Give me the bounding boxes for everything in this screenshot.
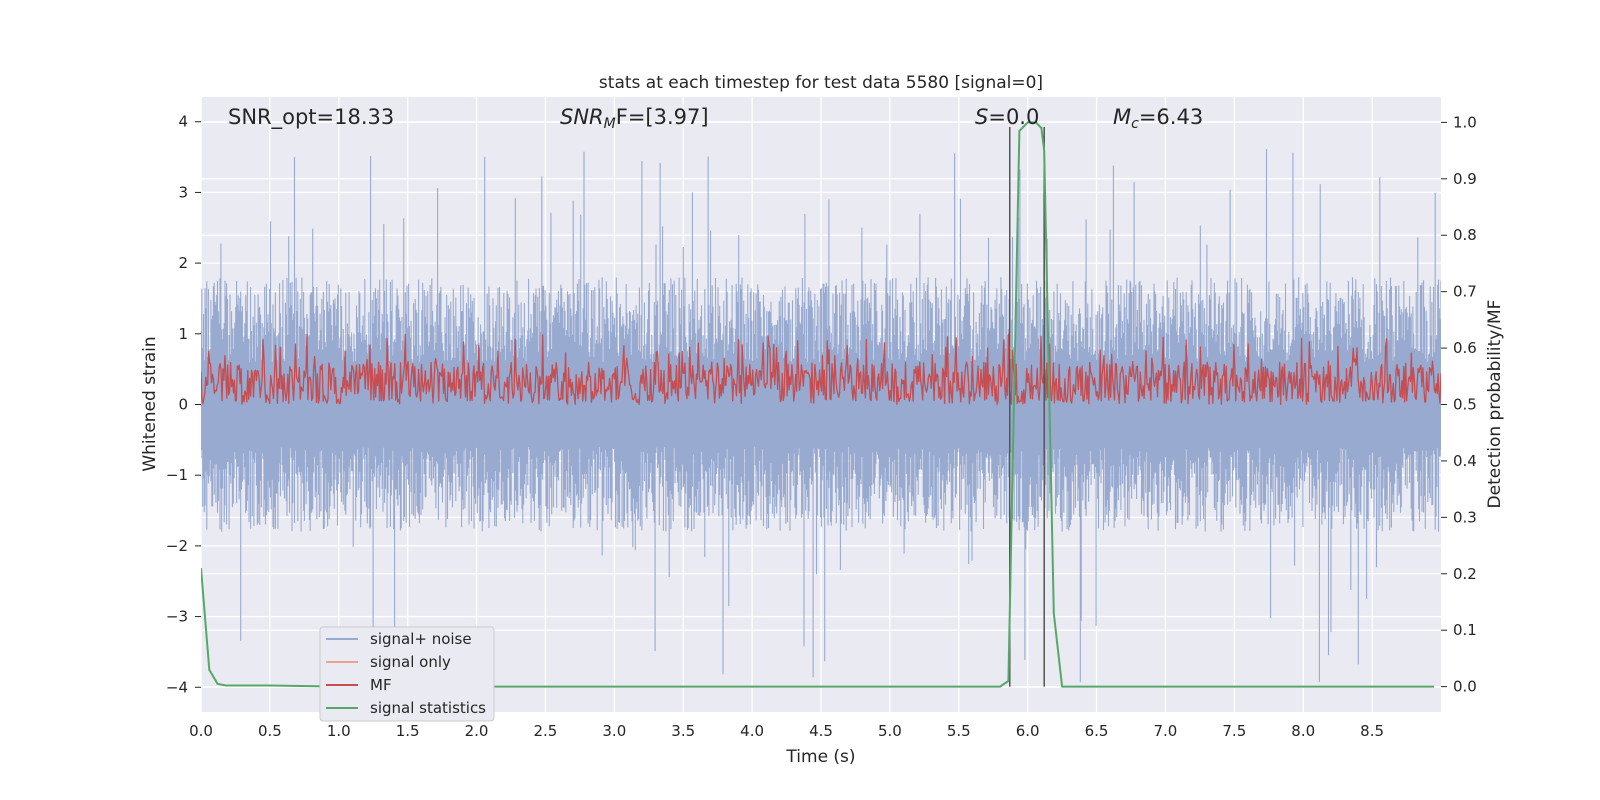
y2-axis-label: Detection probability/MF: [1485, 300, 1505, 509]
series-signal-statistics: [201, 121, 1435, 688]
x-tick-label: 7.5: [1222, 722, 1246, 740]
x-tick-label: 7.0: [1154, 722, 1178, 740]
annotation-snr-mf: SNRMF=[3.97]: [560, 105, 709, 132]
y-axis-ticks: 4 3 2 1 0 −1 −2 −3 −4: [166, 113, 201, 696]
annotation-snr-opt: SNR_opt=18.33: [228, 105, 394, 130]
y-tick-label: 3: [178, 183, 188, 201]
legend-label-mf: MF: [370, 676, 392, 694]
x-tick-label: 1.5: [396, 722, 420, 740]
chart-title: stats at each timestep for test data 558…: [599, 73, 1043, 93]
y2-tick-label: 0.1: [1453, 621, 1477, 639]
annotation-mc: Mc=6.43: [1113, 105, 1203, 132]
y2-tick-label: 0.7: [1453, 283, 1477, 301]
y2-tick-label: 0.4: [1453, 452, 1477, 470]
legend-label-signal-statistics: signal statistics: [370, 699, 486, 717]
x-tick-label: 4.5: [809, 722, 833, 740]
y-tick-label: −3: [166, 608, 188, 626]
x-axis-ticks: 0.0 0.5 1.0 1.5 2.0 2.5 3.0 3.5 4.0 4.5 5.0 5.5 6.0 6…: [189, 722, 1384, 740]
y2-tick-label: 0.9: [1453, 170, 1477, 188]
x-tick-label: 3.5: [671, 722, 695, 740]
legend: signal+ noise signal only MF signal stat…: [319, 626, 495, 722]
y2-tick-label: 1.0: [1453, 113, 1477, 131]
y2-tick-label: 0.6: [1453, 339, 1477, 357]
x-tick-label: 2.5: [534, 722, 558, 740]
y2-tick-label: 0.8: [1453, 226, 1477, 244]
x-tick-label: 2.0: [465, 722, 489, 740]
x-tick-label: 4.0: [740, 722, 764, 740]
y-tick-label: −1: [166, 466, 188, 484]
y2-tick-label: 0.2: [1453, 565, 1477, 583]
legend-label-signal-only: signal only: [370, 653, 451, 671]
x-tick-label: 8.0: [1291, 722, 1315, 740]
x-tick-label: 5.0: [878, 722, 902, 740]
y-tick-label: 1: [178, 325, 188, 343]
x-axis-label: Time (s): [785, 747, 855, 767]
x-tick-label: 3.0: [602, 722, 626, 740]
series-mf: [201, 333, 1441, 406]
x-tick-label: 0.0: [189, 722, 213, 740]
annotation-s: S=0.0: [975, 105, 1039, 129]
y-tick-label: 4: [178, 113, 188, 131]
y2-tick-label: 0.0: [1453, 678, 1477, 696]
mf-trace: [201, 333, 1441, 406]
y-tick-label: 0: [178, 396, 188, 414]
y2-tick-label: 0.5: [1453, 396, 1477, 414]
legend-label-signal-noise: signal+ noise: [370, 630, 472, 648]
y-tick-label: −4: [166, 678, 188, 696]
x-tick-label: 1.0: [327, 722, 351, 740]
y-tick-label: 2: [178, 254, 188, 272]
y2-tick-label: 0.3: [1453, 508, 1477, 526]
x-tick-label: 6.5: [1085, 722, 1109, 740]
y-axis-label: Whitened strain: [140, 336, 160, 471]
x-tick-label: 8.5: [1360, 722, 1384, 740]
signal-statistics-trace: [201, 121, 1435, 688]
y-tick-label: −2: [166, 537, 188, 555]
y2-axis-ticks: 1.0 0.9 0.8 0.7 0.6 0.5 0.4 0.3 0.2 0.1 0.0: [1441, 113, 1477, 696]
x-tick-label: 6.0: [1016, 722, 1040, 740]
x-tick-label: 0.5: [258, 722, 282, 740]
legend-box: [319, 626, 495, 722]
x-tick-label: 5.5: [947, 722, 971, 740]
